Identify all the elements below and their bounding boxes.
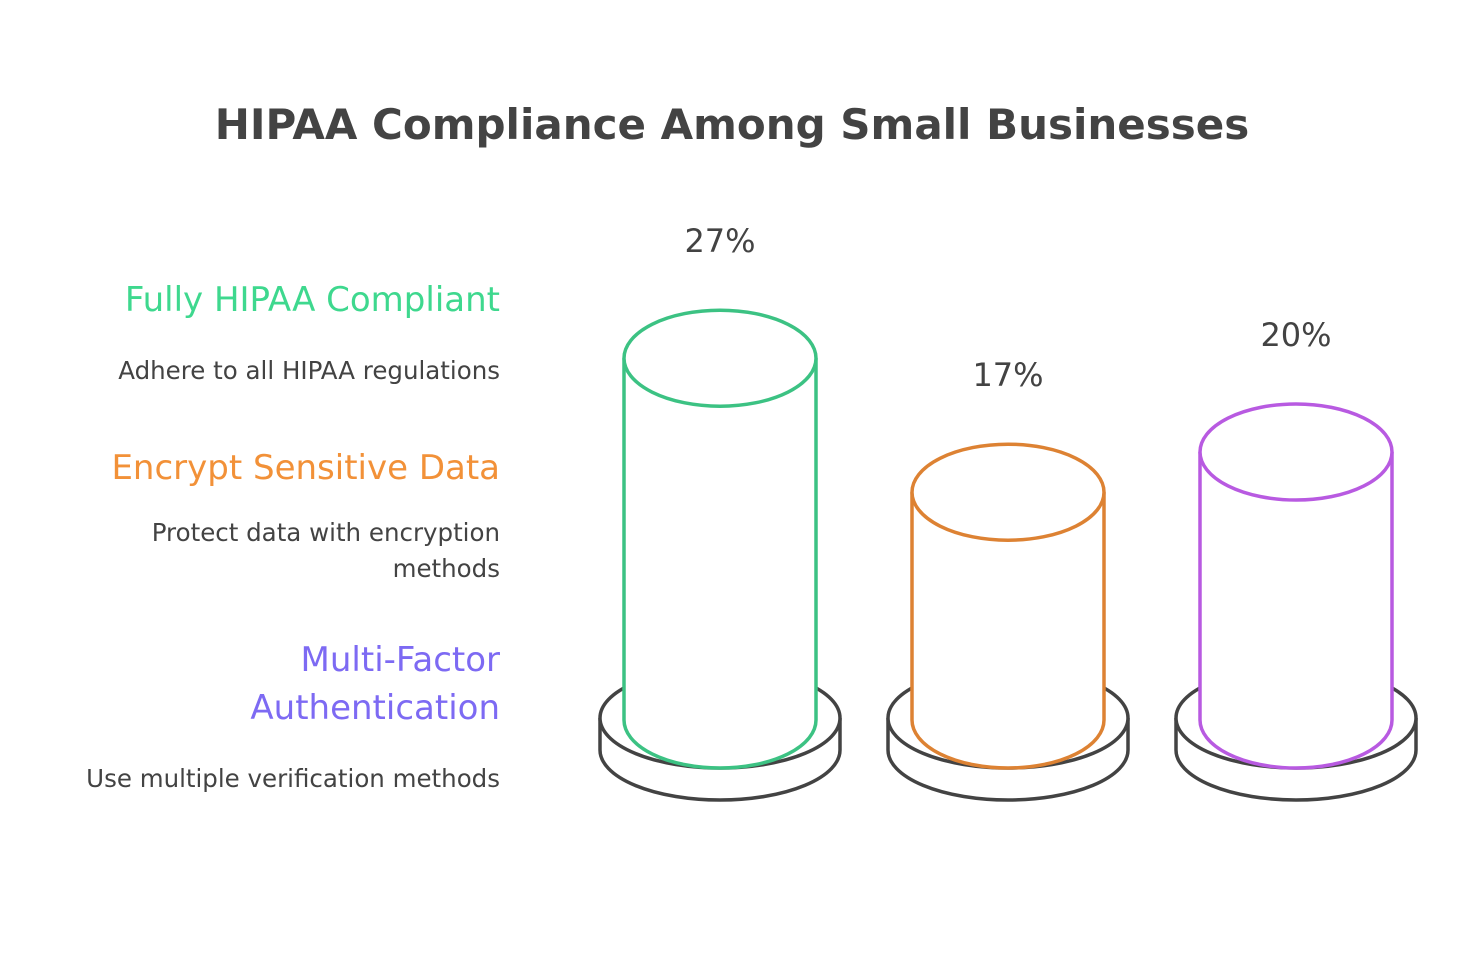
- legend-desc-fully-compliant: Adhere to all HIPAA regulations: [118, 356, 500, 385]
- legend-desc-mfa: Use multiple verification methods: [86, 764, 500, 793]
- cylinder-top-0: [622, 308, 818, 408]
- cylinder-top-1: [910, 442, 1106, 542]
- cylinder-body-0: [622, 358, 818, 770]
- legend-title-mfa: Multi-Factor Authentication: [250, 640, 500, 728]
- legend-title-fully-compliant: Fully HIPAA Compliant: [124, 280, 500, 320]
- chart-title: HIPAA Compliance Among Small Businesses: [214, 100, 1250, 149]
- legend-desc-encrypt-data: Protect data with encryption methods: [151, 518, 500, 583]
- cylinder-top-2: [1198, 402, 1394, 502]
- value-label-1: 17%: [972, 356, 1043, 394]
- cylinder-body-2: [1198, 452, 1394, 770]
- value-label-2: 20%: [1260, 316, 1331, 354]
- value-label-0: 27%: [684, 222, 755, 260]
- legend-title-encrypt-data: Encrypt Sensitive Data: [111, 448, 500, 488]
- cylinder-body-1: [910, 492, 1106, 770]
